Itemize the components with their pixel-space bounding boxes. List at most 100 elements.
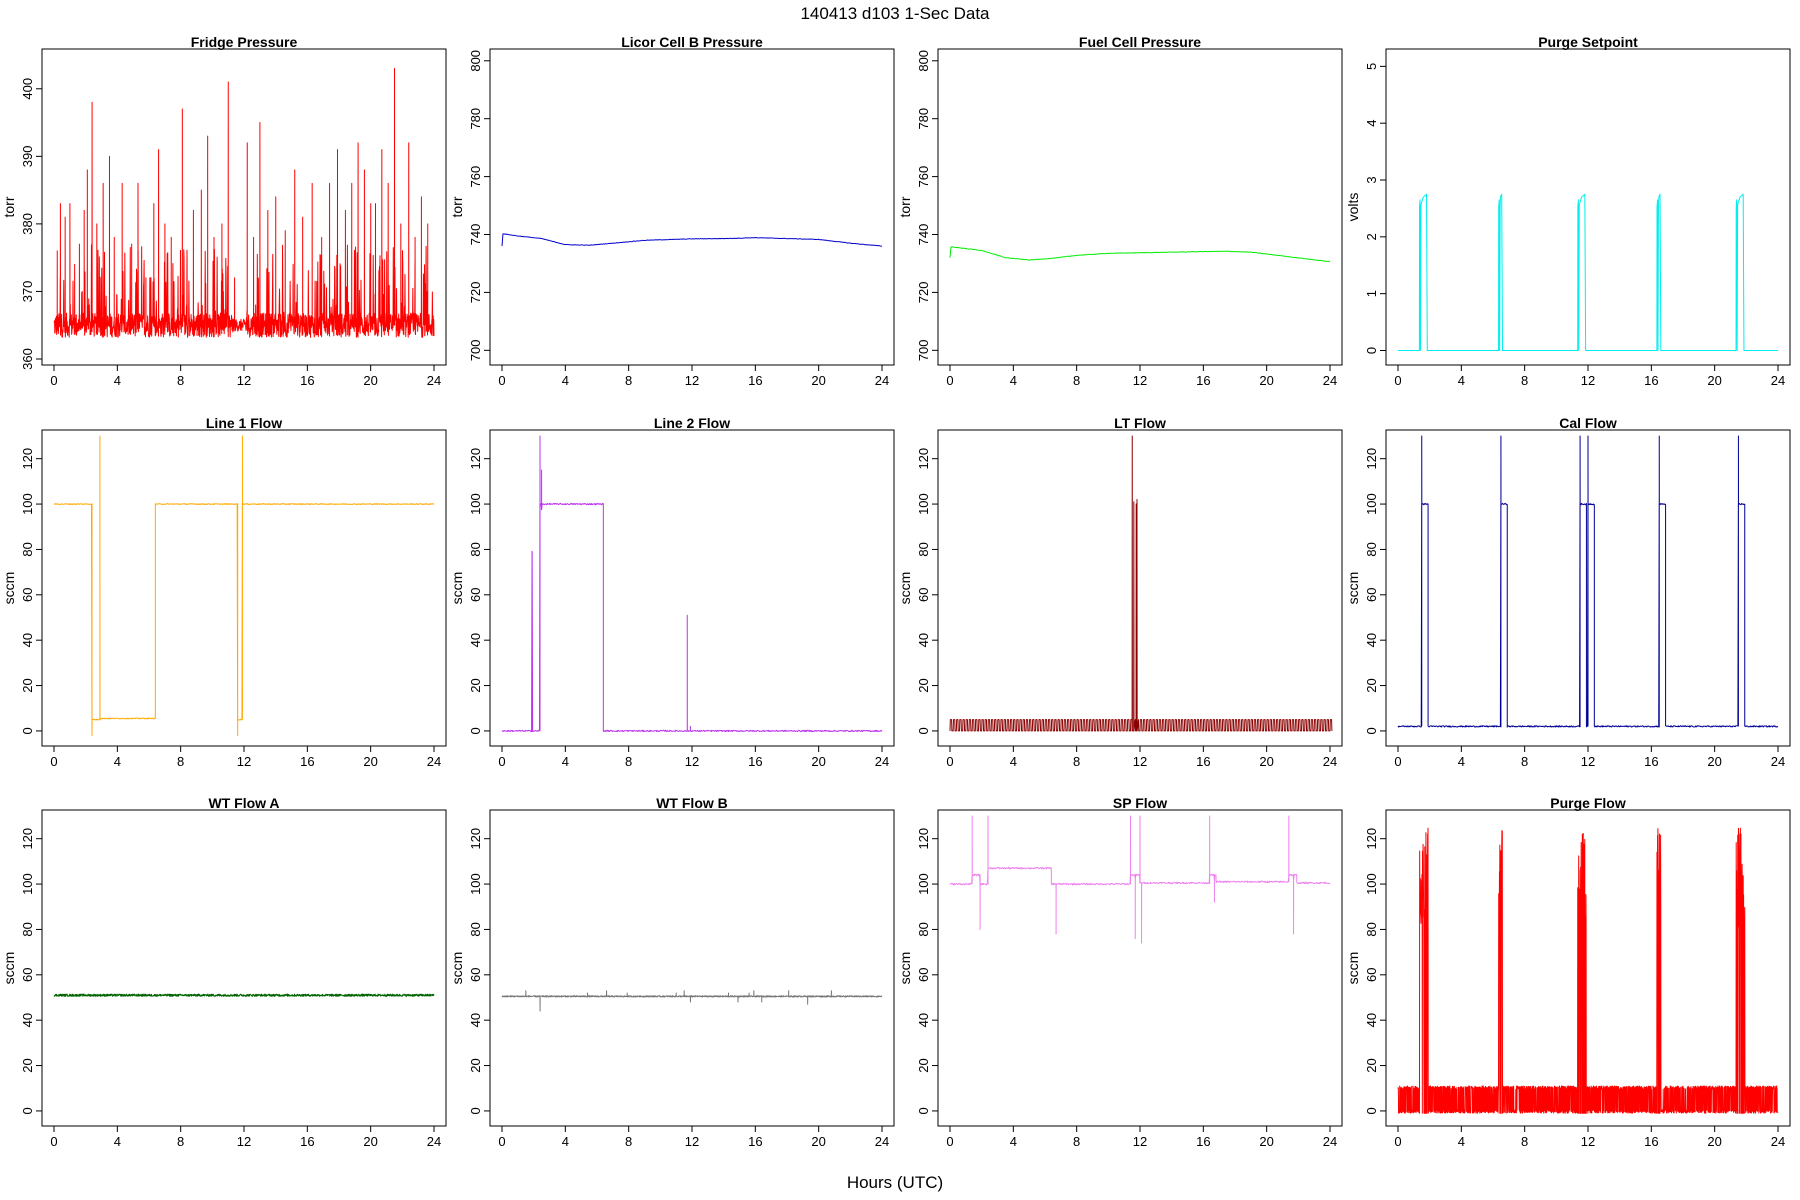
x-tick-label-wt-a: 12 (237, 1134, 251, 1149)
y-tick-label-wt-b: 40 (468, 1013, 483, 1027)
y-axis-label-purge: sccm (1345, 952, 1361, 985)
y-tick-label-line1: 100 (20, 493, 35, 515)
y-tick-label-lt: 20 (916, 678, 931, 692)
x-tick-label-wt-b: 12 (685, 1134, 699, 1149)
x-tick-label-purge: 8 (1521, 1134, 1528, 1149)
x-tick-label-licor: 20 (811, 373, 825, 388)
series-line-licor (501, 233, 883, 247)
y-tick-label-line2: 120 (468, 448, 483, 470)
x-tick-label-purge-setpoint: 0 (1394, 373, 1401, 388)
y-tick-label-lt: 120 (916, 448, 931, 470)
y-tick-label-lt: 0 (916, 727, 931, 734)
panel-title-sp: SP Flow (1113, 795, 1167, 811)
y-tick-label-fuelcell: 700 (916, 339, 931, 361)
x-tick-label-cal: 24 (1771, 754, 1785, 769)
y-tick-label-purge: 80 (1364, 922, 1379, 936)
x-tick-label-wt-a: 16 (300, 1134, 314, 1149)
y-tick-label-purge: 20 (1364, 1058, 1379, 1072)
y-axis-label-wt-a: sccm (1, 952, 17, 985)
y-tick-label-lt: 80 (916, 542, 931, 556)
panel-title-lt: LT Flow (1114, 415, 1166, 431)
y-tick-label-fuelcell: 780 (916, 108, 931, 130)
x-tick-label-wt-b: 4 (562, 1134, 569, 1149)
y-tick-label-licor: 700 (468, 339, 483, 361)
y-tick-label-licor: 780 (468, 108, 483, 130)
y-tick-label-line2: 40 (468, 633, 483, 647)
x-tick-label-sp: 4 (1010, 1134, 1017, 1149)
x-tick-label-fuelcell: 4 (1010, 373, 1017, 388)
panel-line2: Line 2 Flow 0 4 8 12 16 20 24 0 20 40 60 80 100 120 scc… (449, 415, 895, 769)
y-tick-label-wt-b: 80 (468, 922, 483, 936)
x-tick-label-licor: 8 (625, 373, 632, 388)
x-tick-label-line1: 16 (300, 754, 314, 769)
y-tick-label-fridge: 400 (20, 78, 35, 100)
series-line-purge-setpoint (1398, 193, 1778, 351)
y-tick-label-line2: 100 (468, 493, 483, 515)
y-tick-label-sp: 60 (916, 968, 931, 982)
x-tick-label-purge: 0 (1394, 1134, 1401, 1149)
x-tick-label-fuelcell: 24 (1323, 373, 1337, 388)
plot-frame-purge (1385, 809, 1791, 1127)
series-line-cal (1397, 435, 1779, 728)
y-axis-label-sp: sccm (897, 952, 913, 985)
y-tick-label-cal: 60 (1364, 588, 1379, 602)
x-tick-label-line2: 8 (625, 754, 632, 769)
x-tick-label-line1: 0 (50, 754, 57, 769)
x-tick-label-fridge: 16 (300, 373, 314, 388)
x-tick-label-wt-a: 24 (427, 1134, 441, 1149)
y-tick-label-fuelcell: 740 (916, 224, 931, 246)
x-tick-label-cal: 12 (1581, 754, 1595, 769)
y-tick-label-wt-a: 40 (20, 1013, 35, 1027)
x-tick-label-fuelcell: 8 (1073, 373, 1080, 388)
x-tick-label-fridge: 20 (363, 373, 377, 388)
x-tick-label-wt-b: 16 (748, 1134, 762, 1149)
plot-frame-licor (489, 48, 895, 366)
plot-frame-wt-a (41, 809, 447, 1127)
y-tick-label-purge: 60 (1364, 968, 1379, 982)
y-tick-label-fuelcell: 800 (916, 50, 931, 72)
y-tick-label-purge-setpoint: 2 (1364, 233, 1379, 240)
x-tick-label-fuelcell: 12 (1133, 373, 1147, 388)
y-tick-label-licor: 720 (468, 282, 483, 304)
x-tick-label-sp: 24 (1323, 1134, 1337, 1149)
plot-frame-wt-b (489, 809, 895, 1127)
series-line-purge (1397, 827, 1779, 1114)
x-tick-label-wt-a: 20 (363, 1134, 377, 1149)
x-tick-label-wt-b: 8 (625, 1134, 632, 1149)
x-tick-label-lt: 8 (1073, 754, 1080, 769)
x-tick-label-purge: 4 (1458, 1134, 1465, 1149)
x-tick-label-purge-setpoint: 12 (1581, 373, 1595, 388)
y-tick-label-wt-a: 60 (20, 968, 35, 982)
y-tick-label-wt-b: 0 (468, 1107, 483, 1114)
y-tick-label-wt-b: 120 (468, 828, 483, 850)
y-tick-label-line1: 0 (20, 727, 35, 734)
y-tick-label-wt-a: 100 (20, 873, 35, 895)
x-tick-label-purge: 16 (1644, 1134, 1658, 1149)
y-tick-label-sp: 40 (916, 1013, 931, 1027)
y-axis-label-fridge: torr (1, 196, 17, 217)
y-tick-label-wt-b: 20 (468, 1058, 483, 1072)
x-tick-label-wt-b: 24 (875, 1134, 889, 1149)
series-line-line2 (501, 435, 883, 733)
x-tick-label-line1: 12 (237, 754, 251, 769)
plot-frame-line1 (41, 429, 447, 747)
x-tick-label-line1: 8 (177, 754, 184, 769)
x-tick-label-sp: 12 (1133, 1134, 1147, 1149)
x-tick-label-purge-setpoint: 16 (1644, 373, 1658, 388)
x-tick-label-licor: 4 (562, 373, 569, 388)
x-tick-label-wt-b: 20 (811, 1134, 825, 1149)
y-tick-label-fridge: 370 (20, 281, 35, 303)
y-tick-label-wt-a: 120 (20, 828, 35, 850)
panel-sp: SP Flow 0 4 8 12 16 20 24 0 20 40 60 80 100 120 sccm (897, 795, 1343, 1149)
y-tick-label-licor: 800 (468, 50, 483, 72)
x-tick-label-line1: 4 (114, 754, 121, 769)
y-tick-label-licor: 740 (468, 224, 483, 246)
y-tick-label-wt-a: 0 (20, 1107, 35, 1114)
y-tick-label-purge-setpoint: 4 (1364, 120, 1379, 127)
x-tick-label-purge-setpoint: 24 (1771, 373, 1785, 388)
y-tick-label-purge: 40 (1364, 1013, 1379, 1027)
y-tick-label-line1: 40 (20, 633, 35, 647)
y-tick-label-purge: 0 (1364, 1107, 1379, 1114)
y-tick-label-line2: 60 (468, 588, 483, 602)
x-tick-label-cal: 20 (1707, 754, 1721, 769)
